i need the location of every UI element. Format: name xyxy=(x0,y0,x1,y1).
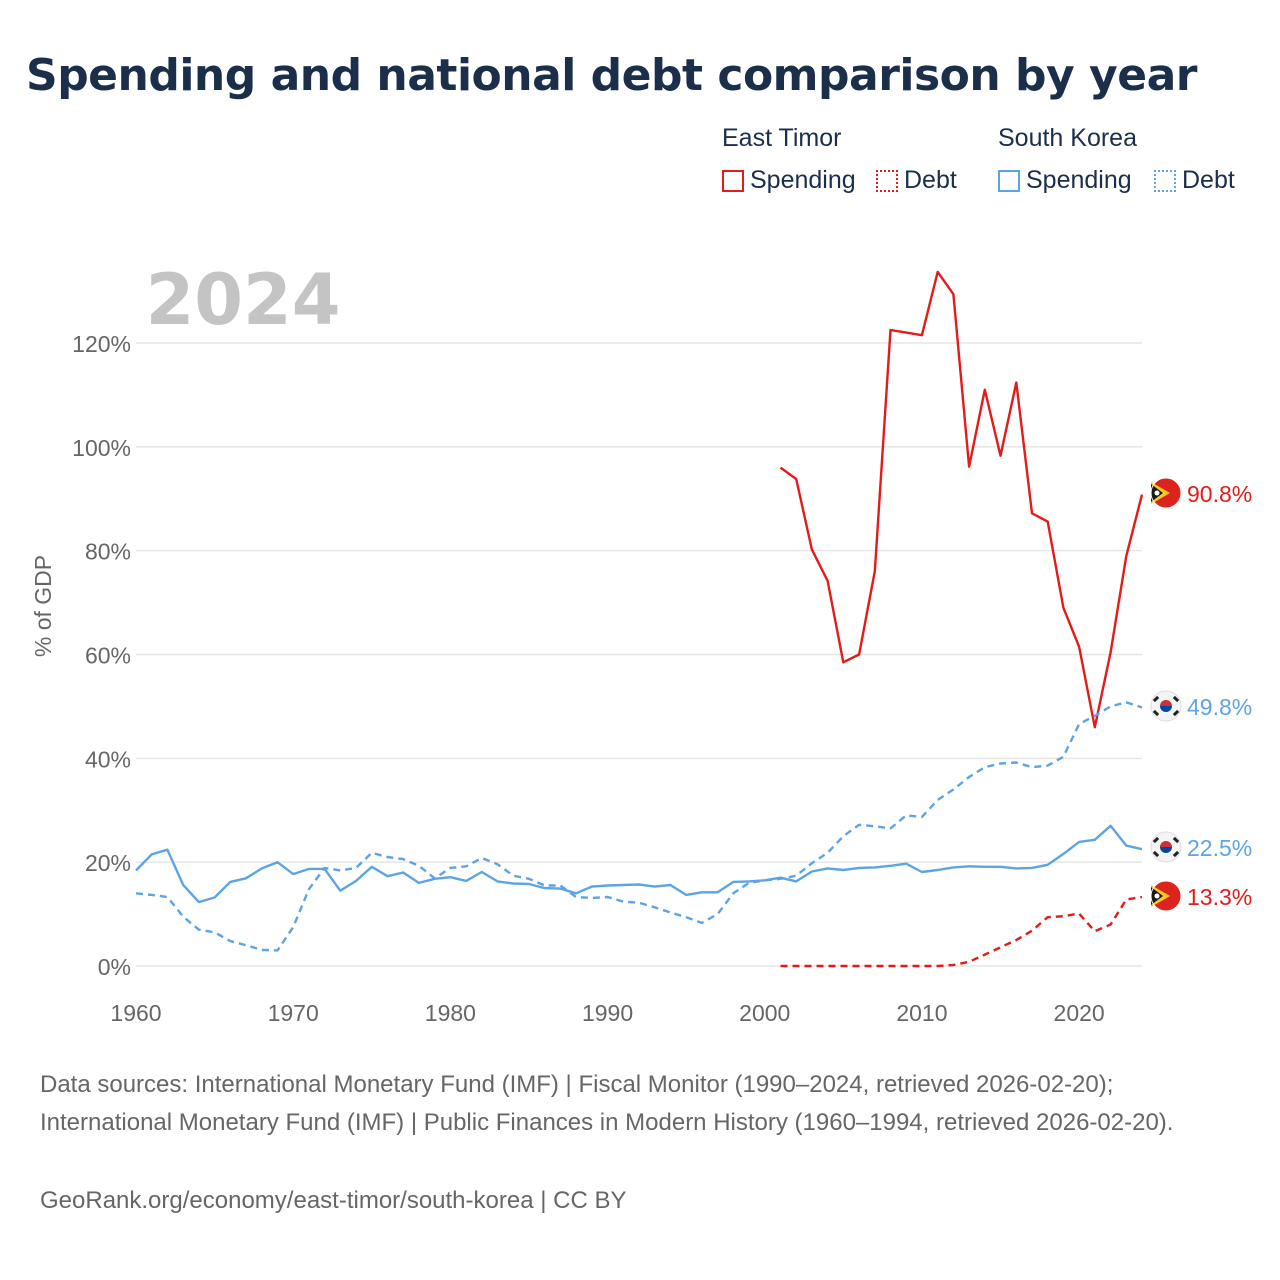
east-timor-debt-line xyxy=(780,895,1143,968)
chart-title: Spending and national debt comparison by… xyxy=(26,50,1197,101)
legend-group-east-timor: East Timor xyxy=(722,124,842,152)
flag-trigram xyxy=(1172,850,1180,858)
end-value-label: 13.3% xyxy=(1187,884,1252,910)
legend-east-timor-spending[interactable]: Spending xyxy=(722,166,856,195)
x-tick-label: 1970 xyxy=(268,1000,319,1026)
south-korea-flag-icon xyxy=(1150,831,1182,863)
flag-trigram xyxy=(1172,709,1180,717)
flag-trigram xyxy=(1172,836,1180,844)
end-value-label: 49.8% xyxy=(1187,694,1252,720)
legend-south-korea-spending[interactable]: Spending xyxy=(998,166,1132,195)
flag-taegeuk-red xyxy=(1160,700,1172,706)
y-tick-label: 80% xyxy=(85,539,131,565)
legend-swatch-solid-blue xyxy=(998,169,1020,192)
flag-trigram xyxy=(1172,695,1180,703)
flag-trigram xyxy=(1152,709,1160,717)
legend-label: Spending xyxy=(750,166,856,194)
flag-taegeuk-blue xyxy=(1160,847,1172,853)
y-tick-label: 100% xyxy=(72,435,131,461)
flag-border xyxy=(1150,880,1182,912)
x-tick-label: 2010 xyxy=(896,1000,947,1026)
legend-swatch-dotted-red xyxy=(876,169,898,192)
x-tick-label: 1990 xyxy=(582,1000,633,1026)
y-tick-label: 60% xyxy=(85,643,131,669)
end-value-label: 90.8% xyxy=(1187,481,1252,507)
x-axis: 1960 1970 1980 1990 2000 2010 2020 xyxy=(110,1000,1104,1026)
flag-star xyxy=(1154,893,1160,899)
y-axis-label: % of GDP xyxy=(30,555,56,657)
footer-attribution[interactable]: GeoRank.org/economy/east-timor/south-kor… xyxy=(40,1187,627,1214)
y-tick-label: 20% xyxy=(85,850,131,876)
legend-label: Debt xyxy=(1182,166,1235,194)
y-tick-label: 120% xyxy=(72,331,131,357)
flag-trigram xyxy=(1152,695,1160,703)
y-axis: 0% 20% 40% 60% 80% 100% 120% xyxy=(72,331,131,980)
south-korea-flag-icon xyxy=(1150,690,1182,722)
x-tick-label: 1960 xyxy=(110,1000,161,1026)
south-korea-debt-line xyxy=(135,701,1143,952)
east-timor-flag-icon xyxy=(1150,477,1182,509)
chart-svg: 2024 % of GDP 0% 20% 40% 60% 80% 100% 120% 196… xyxy=(30,259,1252,1026)
legend-label: Spending xyxy=(1026,166,1132,194)
legend-south-korea-debt[interactable]: Debt xyxy=(1154,166,1235,195)
series-end-markers: 90.8% 13.3% 22.5% 49.8% xyxy=(1150,477,1252,912)
flag-trigram xyxy=(1152,836,1160,844)
flag-star xyxy=(1154,490,1160,496)
x-tick-label: 2020 xyxy=(1054,1000,1105,1026)
legend-label: Debt xyxy=(904,166,957,194)
legend-group-south-korea: South Korea xyxy=(998,124,1137,152)
year-watermark: 2024 xyxy=(146,259,341,341)
y-tick-label: 40% xyxy=(85,746,131,772)
flag-taegeuk-blue xyxy=(1160,706,1172,712)
south-korea-spending-line xyxy=(135,824,1143,904)
east-timor-spending-line xyxy=(779,270,1144,729)
east-timor-flag-icon xyxy=(1150,880,1182,912)
x-tick-label: 1980 xyxy=(425,1000,476,1026)
x-tick-label: 2000 xyxy=(739,1000,790,1026)
y-tick-label: 0% xyxy=(98,954,131,980)
flag-trigram xyxy=(1152,850,1160,858)
legend-swatch-solid-red xyxy=(722,169,744,192)
series-lines xyxy=(135,270,1144,968)
footer-sources: Data sources: International Monetary Fun… xyxy=(40,1071,1174,1136)
flag-taegeuk-red xyxy=(1160,841,1172,847)
flag-border xyxy=(1150,477,1182,509)
legend-east-timor-debt[interactable]: Debt xyxy=(876,166,957,195)
legend-swatch-dotted-blue xyxy=(1154,169,1176,192)
end-value-label: 22.5% xyxy=(1187,835,1252,861)
gridlines xyxy=(136,342,1142,967)
